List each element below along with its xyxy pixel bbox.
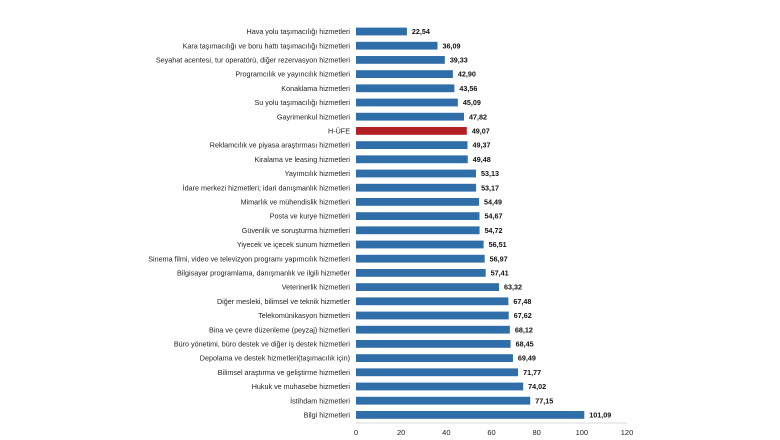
value-label-18: 63,32 xyxy=(504,283,522,292)
value-label-22: 68,45 xyxy=(516,340,534,349)
bar-7 xyxy=(356,127,467,135)
bar-9 xyxy=(356,155,468,164)
x-tick-label-3: 60 xyxy=(487,428,495,437)
value-label-7: 49,07 xyxy=(472,127,490,136)
category-label-26: İstihdam hizmetleri xyxy=(290,396,350,405)
bar-20 xyxy=(356,311,509,320)
category-label-17: Bilgisayar programlama, danışmanlık ve i… xyxy=(177,269,351,278)
category-label-15: Yiyecek ve içecek sunum hizmetleri xyxy=(237,240,351,249)
category-label-8: Reklamcılık ve piyasa araştırması hizmet… xyxy=(210,141,351,150)
category-label-7: H-ÜFE xyxy=(328,127,350,136)
bar-23 xyxy=(356,354,513,362)
category-label-0: Hava yolu taşımacılığı hizmetleri xyxy=(247,27,351,36)
category-label-11: İdare merkezi hizmetleri; idari danışman… xyxy=(183,183,351,192)
category-label-27: Bilgi hizmetleri xyxy=(304,411,351,420)
value-label-25: 74,02 xyxy=(528,382,546,391)
bar-8 xyxy=(356,141,468,149)
category-label-9: Kiralama ve leasing hizmetleri xyxy=(255,155,351,164)
category-label-24: Bilimsel araştırma ve geliştirme hizmetl… xyxy=(218,368,351,377)
x-tick-label-1: 20 xyxy=(397,428,405,437)
bar-11 xyxy=(356,183,477,192)
category-label-2: Seyahat acentesi, tur operatörü, diğer r… xyxy=(156,56,351,65)
bar-25 xyxy=(356,382,524,391)
x-tick-label-5: 100 xyxy=(576,428,589,437)
value-label-0: 22,54 xyxy=(412,27,430,36)
value-label-26: 77,15 xyxy=(535,396,553,405)
category-labels-group: Hava yolu taşımacılığı hizmetleri Kara ta… xyxy=(148,27,350,419)
x-tick-label-2: 40 xyxy=(442,428,450,437)
category-label-12: Mimarlık ve mühendislik hizmetleri xyxy=(241,198,351,207)
value-label-21: 68,12 xyxy=(515,325,533,334)
category-label-16: Sinema filmi, video ve televizyon progra… xyxy=(148,254,350,263)
category-label-23: Depolama ve destek hizmetleri(taşımacılı… xyxy=(200,354,350,363)
bar-24 xyxy=(356,368,519,377)
value-label-17: 57,41 xyxy=(491,269,509,278)
category-label-18: Veterinerlik hizmetleri xyxy=(282,283,351,292)
value-label-16: 56,97 xyxy=(490,254,508,263)
value-label-6: 47,82 xyxy=(469,112,487,121)
bar-10 xyxy=(356,169,476,178)
bar-16 xyxy=(356,254,485,263)
bar-5 xyxy=(356,98,458,107)
category-label-22: Büro yönetimi, büro destek ve diğer iş d… xyxy=(174,340,351,349)
category-label-25: Hukuk ve muhasebe hizmetleri xyxy=(252,382,351,391)
bar-4 xyxy=(356,84,455,93)
x-tick-label-0: 0 xyxy=(354,428,358,437)
category-label-19: Diğer mesleki, bilimsel ve teknik hizmet… xyxy=(217,297,351,306)
bar-14 xyxy=(356,226,480,235)
value-label-2: 39,33 xyxy=(450,56,468,65)
category-label-5: Su yolu taşımacılığı hizmetleri xyxy=(255,98,351,107)
category-label-10: Yayımcılık hizmetleri xyxy=(285,169,351,178)
bar-1 xyxy=(356,41,438,50)
value-label-10: 53,13 xyxy=(481,169,499,178)
category-label-13: Posta ve kurye hizmetleri xyxy=(270,212,351,221)
bar-17 xyxy=(356,269,486,277)
value-label-14: 54,72 xyxy=(485,226,503,235)
bar-13 xyxy=(356,212,480,220)
bar-26 xyxy=(356,396,531,405)
value-label-23: 69,49 xyxy=(518,354,536,363)
category-label-14: Güvenlik ve soruşturma hizmetleri xyxy=(242,226,351,235)
value-label-20: 67,62 xyxy=(514,311,532,320)
value-label-5: 45,09 xyxy=(463,98,481,107)
bar-3 xyxy=(356,70,453,78)
bar-2 xyxy=(356,56,445,64)
bar-12 xyxy=(356,198,480,206)
bar-27 xyxy=(356,411,585,419)
value-labels-group: 22,54 36,09 39,33 42,90 43,56 45,09 47,82 49,07… xyxy=(412,27,611,419)
value-label-24: 71,77 xyxy=(523,368,541,377)
value-label-4: 43,56 xyxy=(459,84,477,93)
category-label-6: Gayrimenkul hizmetleri xyxy=(277,112,350,121)
value-label-19: 67,48 xyxy=(513,297,531,306)
bar-18 xyxy=(356,283,499,291)
value-label-1: 36,09 xyxy=(443,41,461,50)
category-label-1: Kara taşımacılığı ve boru hattı taşımacı… xyxy=(183,41,351,50)
bars-group xyxy=(356,27,585,419)
x-axis-ticks-group: 0 20 40 60 80 100 120 xyxy=(354,428,633,437)
value-label-12: 54,49 xyxy=(484,198,502,207)
category-label-20: Telekomünikasyon hizmetleri xyxy=(258,311,350,320)
value-label-13: 54,67 xyxy=(484,212,502,221)
category-label-21: Bina ve çevre düzenleme (peyzaj) hizmetl… xyxy=(209,325,350,334)
bar-0 xyxy=(356,27,407,36)
value-label-8: 49,37 xyxy=(472,141,490,150)
value-label-27: 101,09 xyxy=(589,411,611,420)
value-label-15: 56,51 xyxy=(489,240,507,249)
bar-22 xyxy=(356,340,511,348)
bar-6 xyxy=(356,112,464,121)
category-label-4: Konaklama hizmetleri xyxy=(281,84,350,93)
x-tick-label-4: 80 xyxy=(532,428,540,437)
bar-15 xyxy=(356,240,484,249)
category-label-3: Programcılık ve yayıncılık hizmetleri xyxy=(235,70,350,79)
value-label-11: 53,17 xyxy=(481,183,499,192)
value-label-3: 42,90 xyxy=(458,70,476,79)
x-tick-label-6: 120 xyxy=(621,428,634,437)
value-label-9: 49,48 xyxy=(473,155,491,164)
bar-19 xyxy=(356,297,509,306)
bar-21 xyxy=(356,325,510,334)
